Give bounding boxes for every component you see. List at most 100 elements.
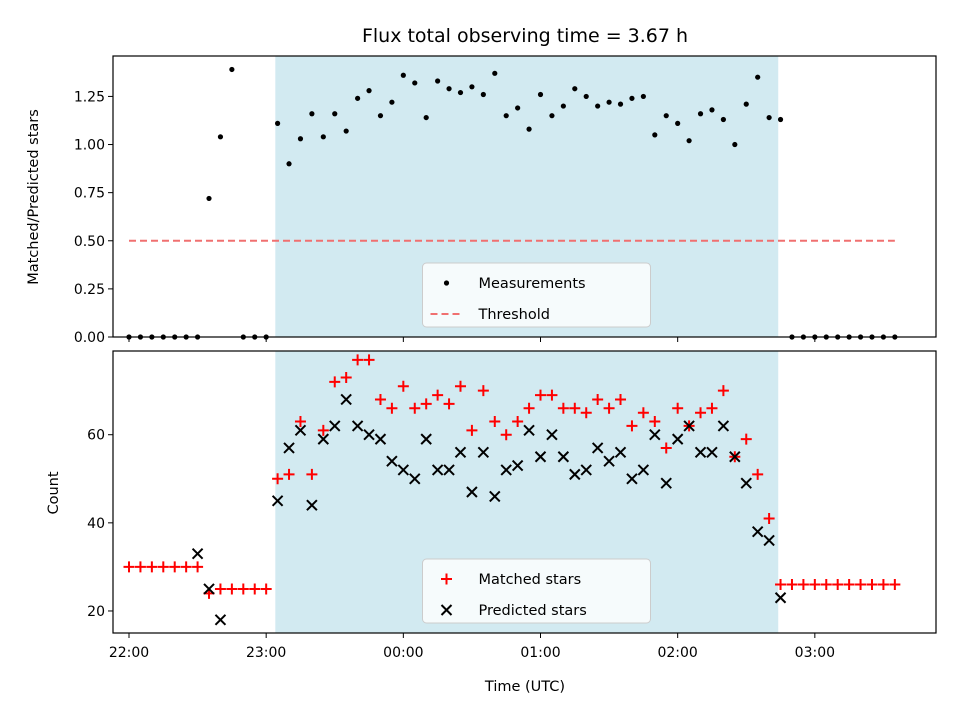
legend-marker-x bbox=[440, 604, 453, 616]
matched-star-point bbox=[294, 416, 306, 427]
top-y-tick-label: 0.75 bbox=[74, 186, 105, 202]
matched-star-point bbox=[420, 398, 432, 410]
predicted-star-point bbox=[489, 490, 501, 503]
measurement-point bbox=[629, 95, 635, 101]
matched-star-point bbox=[386, 402, 398, 414]
x-tick-label: 00:00 bbox=[383, 645, 423, 661]
measurement-point bbox=[697, 111, 704, 117]
measurement-point bbox=[286, 161, 292, 167]
measurement-point bbox=[503, 113, 509, 119]
chart-title: Flux total observing time = 3.67 h bbox=[362, 25, 688, 47]
predicted-star-point bbox=[374, 433, 387, 445]
measurement-point bbox=[652, 132, 658, 138]
measurement-point bbox=[469, 84, 475, 90]
matched-star-point bbox=[820, 579, 832, 591]
x-tick-label: 02:00 bbox=[657, 645, 697, 661]
x-axis-title: Time (UTC) bbox=[484, 679, 565, 695]
measurement-point bbox=[675, 120, 681, 126]
legend-label: Measurements bbox=[479, 276, 586, 292]
predicted-star-point bbox=[283, 442, 295, 454]
matched-star-point bbox=[180, 561, 192, 573]
measurement-point bbox=[766, 114, 772, 121]
predicted-star-point bbox=[454, 446, 467, 459]
matched-star-point bbox=[169, 561, 181, 573]
predicted-star-point bbox=[466, 486, 478, 498]
matched-star-point bbox=[775, 579, 787, 591]
matched-star-point bbox=[123, 561, 135, 573]
predicted-star-point bbox=[649, 429, 661, 441]
matched-star-point bbox=[374, 393, 386, 405]
matched-star-point bbox=[832, 579, 844, 591]
predicted-star-point bbox=[306, 499, 318, 511]
matched-star-point bbox=[214, 583, 226, 595]
matched-star-point bbox=[489, 416, 501, 427]
matched-star-point bbox=[306, 468, 318, 480]
predicted-star-point bbox=[683, 420, 695, 432]
matched-star-point bbox=[763, 512, 775, 524]
predicted-star-point bbox=[763, 534, 775, 547]
x-tick-label: 22:00 bbox=[109, 645, 149, 661]
bottom-legend: Matched stars Predicted stars bbox=[422, 558, 651, 624]
measurement-point bbox=[366, 88, 372, 94]
predicted-star-point bbox=[751, 525, 764, 538]
legend-label: Predicted stars bbox=[479, 603, 587, 619]
top-y-tick-label: 0.50 bbox=[74, 234, 105, 250]
predicted-star-point bbox=[637, 464, 650, 476]
matched-star-point bbox=[363, 354, 375, 366]
matched-star-point bbox=[740, 433, 752, 445]
measurement-point bbox=[560, 103, 566, 109]
measurement-point bbox=[423, 114, 429, 121]
predicted-star-point bbox=[557, 451, 570, 463]
matched-star-point bbox=[615, 393, 627, 405]
predicted-star-point bbox=[363, 429, 375, 441]
measurement-point bbox=[732, 141, 738, 148]
measurement-point bbox=[777, 116, 784, 123]
matched-star-point bbox=[500, 429, 512, 441]
matched-star-point bbox=[592, 393, 604, 405]
predicted-star-point bbox=[214, 614, 227, 626]
measurement-point bbox=[332, 111, 338, 117]
measurement-point bbox=[606, 99, 612, 105]
matched-star-point bbox=[855, 579, 867, 591]
matched-star-point bbox=[134, 561, 146, 573]
measurement-point bbox=[355, 95, 361, 101]
matched-star-point bbox=[752, 468, 764, 480]
measurement-point bbox=[572, 86, 578, 92]
top-y-tick-label: 1.00 bbox=[74, 138, 105, 154]
matched-star-point bbox=[557, 402, 569, 414]
bottom-panel: 20 40 60 22:00 23:00 00:00 01:00 02:00 03:00 Matc… bbox=[87, 350, 937, 661]
top-y-tick-label: 0.25 bbox=[74, 282, 105, 298]
top-y-tick-label: 1.25 bbox=[74, 89, 105, 105]
matched-star-point bbox=[409, 402, 421, 414]
measurement-point bbox=[743, 101, 749, 107]
predicted-star-point bbox=[614, 446, 627, 459]
top-y-axis-title: Matched/Predicted stars bbox=[26, 109, 42, 285]
matched-star-point bbox=[809, 579, 821, 591]
legend-label: Threshold bbox=[478, 307, 550, 323]
bottom-y-tick-label: 40 bbox=[87, 516, 105, 532]
measurement-point bbox=[583, 93, 589, 100]
matched-star-point bbox=[626, 420, 638, 432]
measurement-point bbox=[480, 91, 486, 98]
measurement-point bbox=[457, 89, 464, 96]
top-y-tick-label: 0.00 bbox=[74, 330, 105, 346]
matched-star-point bbox=[523, 402, 535, 414]
matched-star-point bbox=[786, 579, 798, 591]
matched-star-point bbox=[260, 583, 272, 595]
matched-star-point bbox=[660, 442, 672, 454]
x-tick-label: 01:00 bbox=[520, 645, 560, 661]
predicted-star-point bbox=[409, 473, 421, 485]
measurement-point bbox=[309, 111, 315, 117]
measurement-point bbox=[537, 91, 544, 98]
predicted-star-point bbox=[774, 592, 787, 604]
matched-star-point bbox=[889, 579, 901, 591]
legend-marker-dot bbox=[443, 280, 450, 286]
bottom-series-predicted-stars bbox=[191, 393, 787, 626]
matched-star-point bbox=[535, 389, 547, 401]
matched-star-point bbox=[866, 579, 878, 591]
top-axes-frame bbox=[112, 55, 937, 338]
predicted-star-point bbox=[477, 446, 490, 459]
measurement-point bbox=[755, 74, 761, 80]
matched-star-point bbox=[466, 424, 478, 436]
